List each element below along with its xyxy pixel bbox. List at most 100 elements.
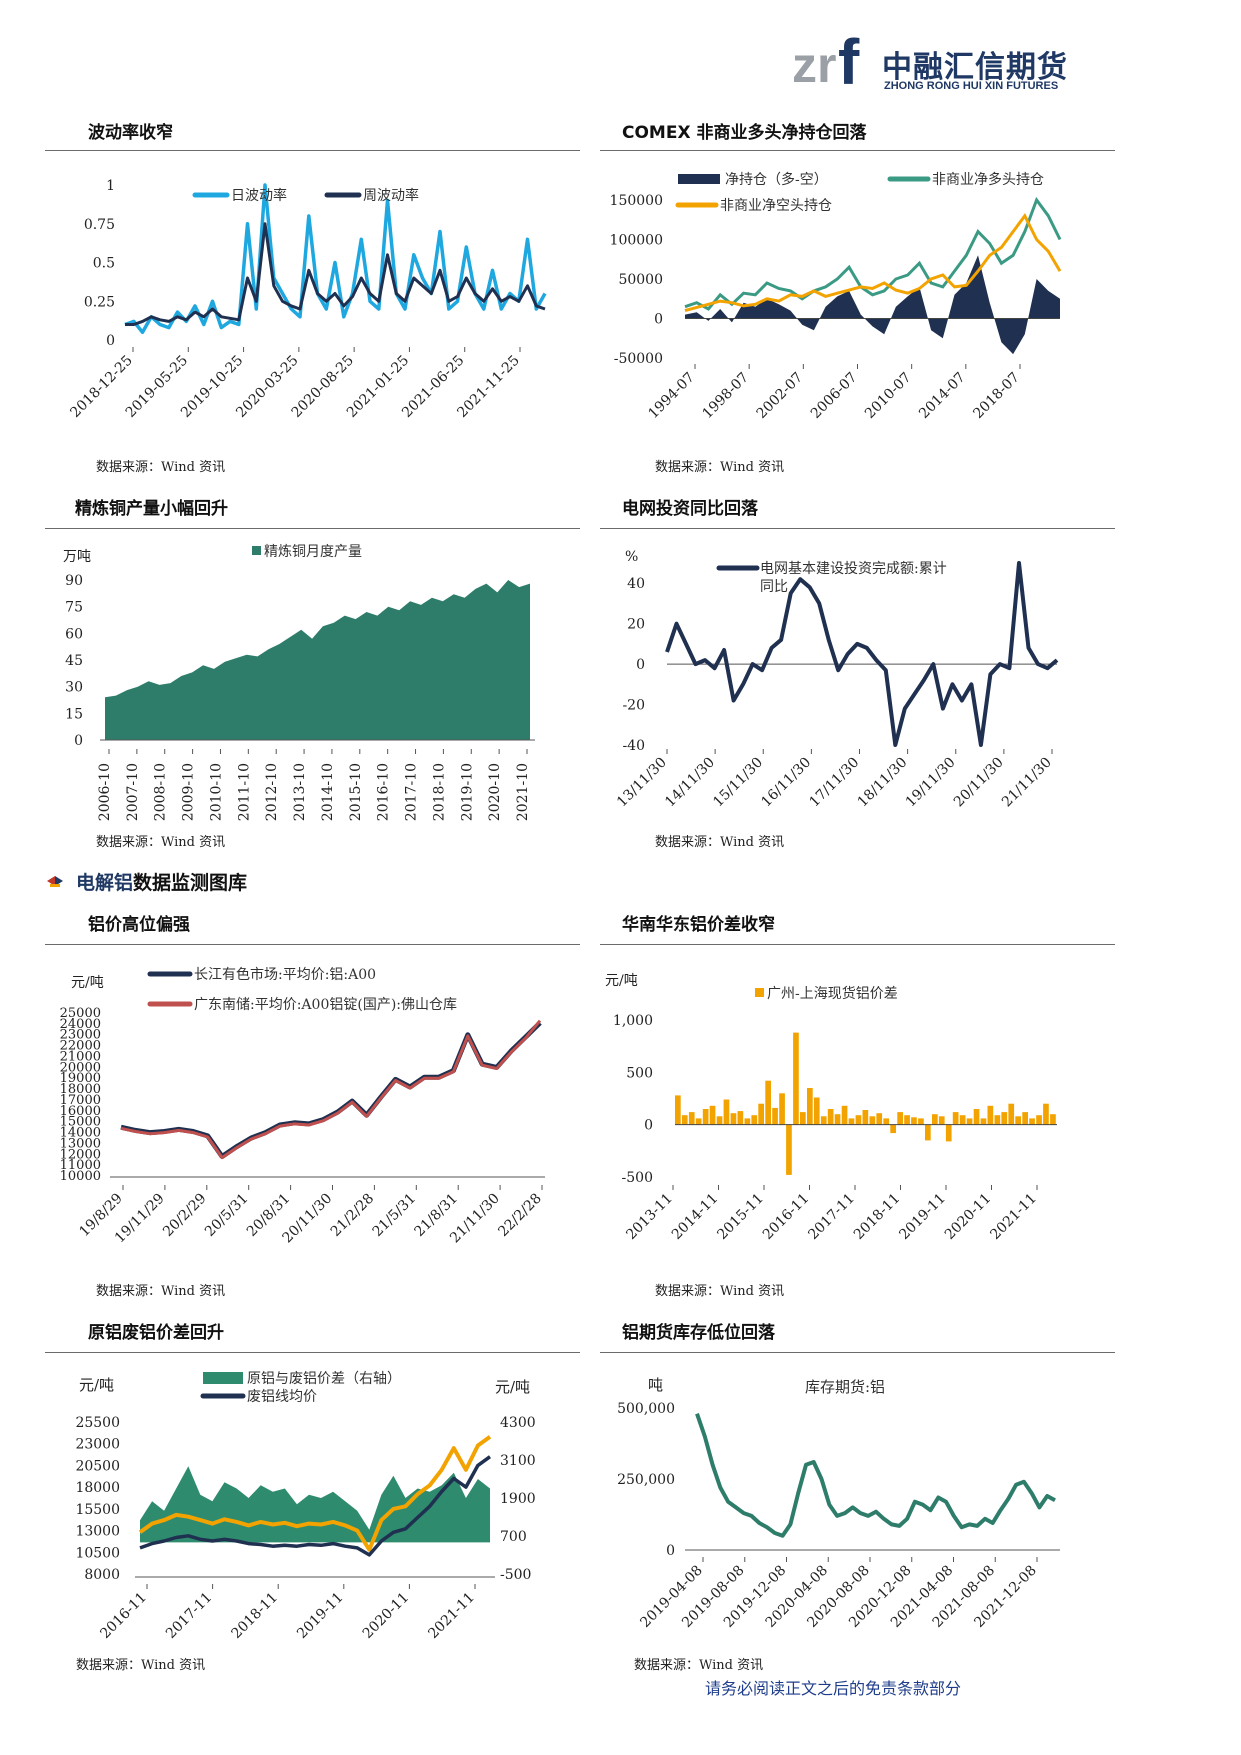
y-tick-label: 0 (74, 733, 83, 749)
legend-swatch (678, 174, 720, 184)
series-bar (751, 1115, 758, 1125)
y-tick-label: 13000 (75, 1524, 120, 1540)
series-bar (1008, 1103, 1015, 1125)
data-source-note: 数据来源：Wind 资讯 (96, 1284, 226, 1299)
y-axis-unit: 元/吨 (495, 1378, 530, 1396)
section-heading: 电解铝数据监测图库 (76, 868, 247, 895)
panel-title: 铝期货库存低位回落 (622, 1323, 775, 1343)
series-bar (987, 1105, 994, 1125)
y-tick-label: 150000 (610, 193, 663, 209)
series-line (684, 212, 1062, 313)
series-line (665, 561, 1059, 747)
x-tick-label: 2002-07 (754, 370, 806, 422)
svg-text:f: f (838, 26, 860, 98)
panel-title: 原铝废铝价差回升 (88, 1323, 224, 1343)
x-tick-label: 2016-11 (97, 1590, 149, 1642)
y-tick-label: 45 (65, 653, 83, 669)
series-bar (876, 1113, 883, 1125)
chart-aluminium-inventory: 吨0250,000500,0002019-04-082019-08-082019… (617, 1376, 1060, 1631)
y-tick-label: 0 (666, 1543, 675, 1559)
panel-title: 铝价高位偏强 (88, 915, 190, 935)
y-tick-label: 18000 (60, 1082, 101, 1097)
x-tick-label: 2019-11 (294, 1590, 346, 1642)
series-bar (911, 1117, 917, 1125)
series-bar (869, 1116, 876, 1125)
y-tick-label: 23000 (60, 1028, 101, 1043)
series-bar (813, 1097, 820, 1125)
y-tick-label: 0.25 (84, 294, 115, 310)
x-tick-label: 2021-10 (515, 763, 531, 821)
panel-title: 精炼铜产量小幅回升 (75, 499, 228, 519)
svg-text:zr: zr (792, 37, 836, 93)
x-tick-label: 2015-10 (348, 763, 364, 821)
series-bar (918, 1118, 924, 1125)
series-bar (959, 1115, 966, 1125)
disclaimer-footer: 请务必阅读正文之后的免责条款部分 (705, 1679, 962, 1698)
y-tick-label: 18000 (75, 1480, 120, 1496)
x-tick-label: 2017-10 (404, 763, 420, 821)
panel-title: 华南华东铝价差收窄 (622, 915, 775, 935)
y-tick-label: 24000 (60, 1017, 101, 1032)
divider (600, 1352, 1115, 1353)
y-tick-label: 700 (500, 1529, 527, 1545)
y-tick-label: 19000 (60, 1071, 101, 1086)
series-bar (765, 1080, 771, 1125)
y-tick-label: 0 (644, 1118, 653, 1134)
x-tick-label: 2021-11 (987, 1191, 1039, 1243)
panel-title: COMEX 非商业多头净持仓回落 (622, 123, 867, 143)
x-tick-label: 2020-11 (942, 1191, 994, 1243)
y-tick-label: 0.5 (93, 256, 115, 272)
x-tick-label: 2013-10 (292, 763, 308, 821)
data-source-note: 数据来源：Wind 资讯 (96, 835, 226, 850)
y-tick-label: 1900 (500, 1491, 536, 1507)
company-logo: zr f 中融汇信期货 ZHONG RONG HUI XIN FUTURES (790, 26, 1080, 98)
series-bar (807, 1088, 813, 1125)
x-tick-label: 2017-11 (805, 1191, 857, 1243)
y-tick-label: 22000 (60, 1039, 101, 1054)
legend-label: 精炼铜月度产量 (264, 544, 362, 560)
series-bar (1036, 1115, 1042, 1125)
x-tick-label: 15/11/30 (710, 755, 766, 811)
legend-label: 非商业净空头持仓 (720, 198, 832, 214)
x-tick-label: 14/11/30 (662, 755, 718, 811)
y-tick-label: 15500 (75, 1502, 120, 1518)
data-source-note: 数据来源：Wind 资讯 (655, 1284, 785, 1299)
legend-label: 日波动率 (231, 187, 287, 204)
y-tick-label: 1 (106, 178, 115, 194)
y-tick-label: 250,000 (617, 1472, 675, 1488)
y-axis-unit: 万吨 (63, 549, 91, 565)
x-tick-label: 2016-10 (376, 763, 392, 821)
y-tick-label: 0 (106, 333, 115, 349)
chart-volatility: 00.250.50.7512018-12-252019-05-252019-10… (67, 178, 547, 421)
series-bar (883, 1118, 890, 1125)
data-source-note: 数据来源：Wind 资讯 (76, 1658, 206, 1673)
divider (600, 944, 1115, 945)
y-axis-unit: 元/吨 (605, 973, 638, 989)
x-tick-label: 2012-10 (264, 763, 280, 821)
x-tick-label: 2010-07 (862, 370, 914, 422)
legend-label: 库存期货:铝 (805, 1378, 885, 1396)
series-bar (1022, 1112, 1028, 1125)
x-tick-label: 2006-10 (97, 763, 113, 821)
data-source-note: 数据来源：Wind 资讯 (634, 1658, 764, 1673)
y-tick-label: 4300 (500, 1415, 536, 1431)
y-tick-label: 20000 (60, 1060, 101, 1075)
y-axis-unit: 元/吨 (71, 975, 104, 991)
series-bar (973, 1109, 980, 1125)
x-tick-label: 21/2/28 (328, 1191, 377, 1240)
x-tick-label: 19/11/30 (903, 755, 959, 811)
y-tick-label: 23000 (75, 1437, 120, 1453)
panel-title: 波动率收窄 (88, 123, 173, 143)
divider (600, 150, 1115, 151)
series-bar (834, 1114, 841, 1125)
logo-cn-name: 中融汇信期货 (882, 50, 1068, 85)
x-tick-label: 2018-11 (229, 1590, 281, 1642)
legend-label: 废铝线均价 (247, 1389, 317, 1405)
y-tick-label: 40 (627, 576, 645, 592)
y-tick-label: 11000 (60, 1158, 101, 1173)
x-tick-label: 21/5/31 (370, 1191, 419, 1240)
data-source-note: 数据来源：Wind 资讯 (655, 835, 785, 850)
series-bar (925, 1124, 931, 1141)
x-tick-label: 2020-11 (360, 1590, 412, 1642)
series-area (105, 580, 530, 740)
